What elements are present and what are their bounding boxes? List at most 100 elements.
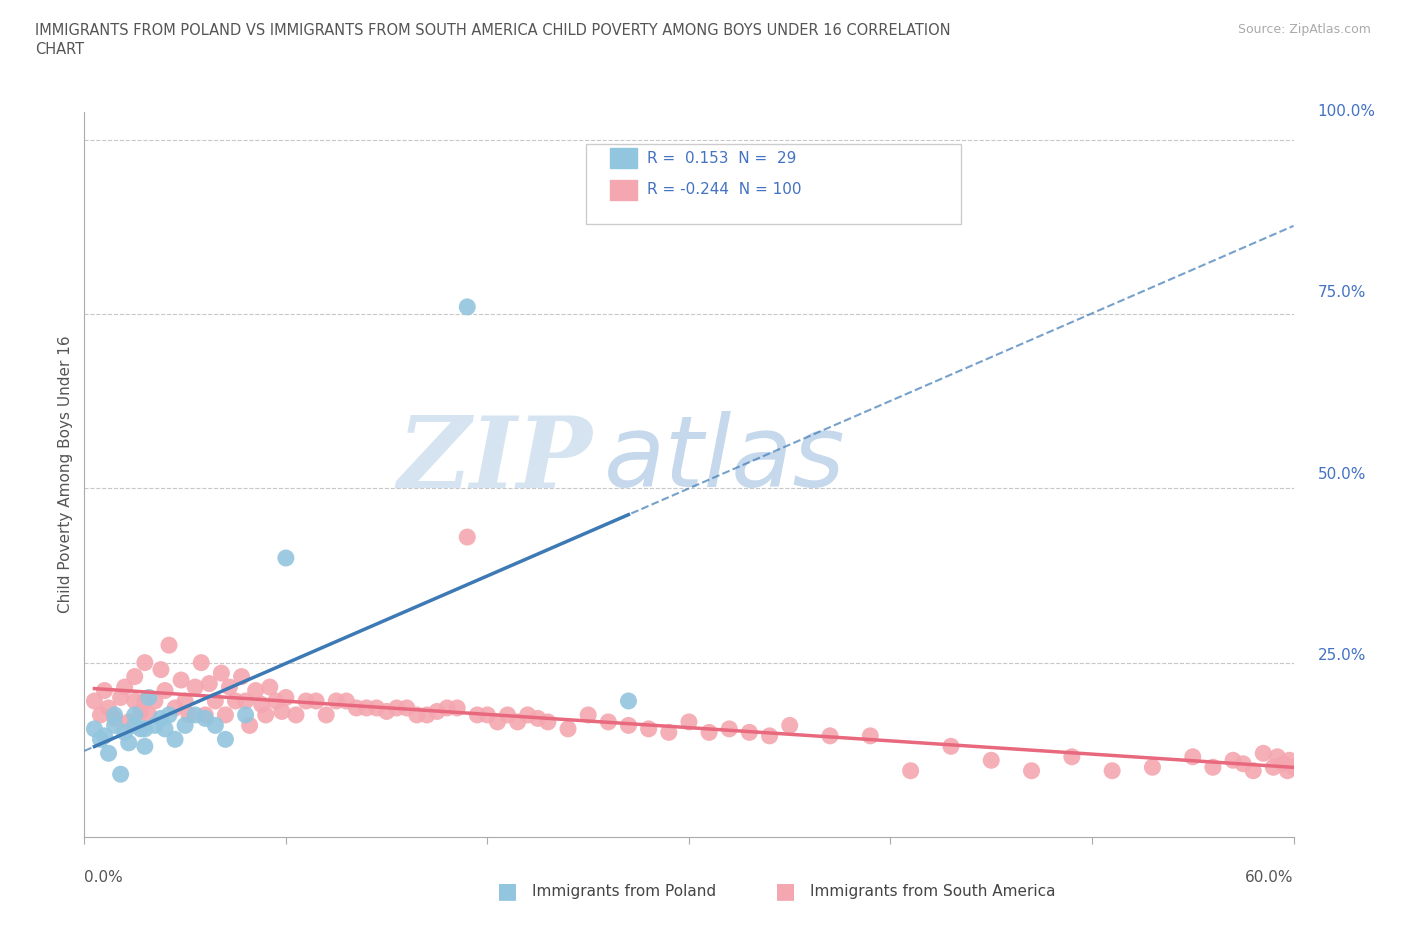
- Point: [114, 725, 136, 740]
- Point: [617, 718, 640, 733]
- Point: [134, 694, 156, 709]
- Point: [315, 708, 337, 723]
- Point: [637, 722, 659, 737]
- Point: [270, 704, 292, 719]
- Text: ■: ■: [775, 882, 796, 901]
- Point: [254, 708, 277, 723]
- Point: [385, 700, 408, 715]
- Point: [174, 694, 197, 709]
- Point: [134, 722, 156, 737]
- Point: [446, 700, 468, 715]
- Point: [366, 700, 388, 715]
- Point: [245, 683, 267, 698]
- Point: [274, 690, 297, 705]
- Point: [114, 680, 136, 695]
- Point: [250, 698, 273, 712]
- Point: [274, 551, 297, 565]
- Text: R =  0.153  N =  29: R = 0.153 N = 29: [647, 151, 796, 166]
- FancyBboxPatch shape: [586, 144, 962, 224]
- Point: [295, 694, 318, 709]
- Point: [356, 700, 378, 715]
- Text: 0.0%: 0.0%: [84, 870, 124, 884]
- Point: [346, 700, 368, 715]
- Point: [194, 708, 217, 723]
- Point: [184, 680, 207, 695]
- Point: [138, 690, 160, 705]
- Text: CHART: CHART: [35, 42, 84, 57]
- Point: [124, 708, 146, 723]
- Point: [818, 728, 841, 743]
- Point: [537, 714, 560, 729]
- Text: ZIP: ZIP: [398, 412, 592, 508]
- Point: [1263, 760, 1285, 775]
- Point: [174, 718, 197, 733]
- Bar: [610, 148, 637, 168]
- Point: [124, 670, 146, 684]
- Point: [89, 708, 111, 723]
- Point: [104, 718, 127, 733]
- Point: [204, 718, 226, 733]
- Text: atlas: atlas: [605, 411, 846, 509]
- Point: [1021, 764, 1043, 778]
- Text: 60.0%: 60.0%: [1246, 870, 1294, 884]
- Point: [456, 530, 478, 545]
- Point: [516, 708, 538, 723]
- Point: [264, 694, 287, 709]
- Point: [456, 299, 478, 314]
- Point: [284, 708, 308, 723]
- Point: [209, 666, 232, 681]
- Point: [134, 738, 156, 753]
- Point: [118, 714, 141, 729]
- Point: [1101, 764, 1123, 778]
- Point: [697, 725, 720, 740]
- Text: ■: ■: [498, 882, 517, 901]
- Point: [1222, 753, 1244, 768]
- Point: [153, 722, 176, 737]
- Point: [436, 700, 458, 715]
- Point: [190, 656, 212, 671]
- Point: [416, 708, 439, 723]
- Point: [598, 714, 620, 729]
- Point: [110, 766, 132, 781]
- Point: [467, 708, 489, 723]
- Text: Immigrants from Poland: Immigrants from Poland: [531, 884, 716, 899]
- Point: [235, 708, 257, 723]
- Point: [153, 683, 176, 698]
- Point: [124, 718, 146, 733]
- Point: [375, 704, 398, 719]
- Point: [305, 694, 328, 709]
- Text: Source: ZipAtlas.com: Source: ZipAtlas.com: [1237, 23, 1371, 36]
- Point: [900, 764, 922, 778]
- Point: [143, 694, 166, 709]
- Point: [426, 704, 449, 719]
- Point: [859, 728, 882, 743]
- Point: [89, 732, 111, 747]
- Point: [170, 672, 193, 687]
- Point: [104, 708, 127, 723]
- Point: [218, 680, 240, 695]
- Point: [198, 676, 221, 691]
- Point: [259, 680, 281, 695]
- Point: [1272, 756, 1295, 771]
- Point: [239, 718, 262, 733]
- Point: [758, 728, 780, 743]
- Y-axis label: Child Poverty Among Boys Under 16: Child Poverty Among Boys Under 16: [58, 336, 73, 613]
- Point: [1278, 753, 1301, 768]
- Point: [165, 700, 187, 715]
- Point: [149, 662, 172, 677]
- Point: [149, 711, 172, 725]
- Point: [97, 700, 120, 715]
- Point: [110, 690, 132, 705]
- Point: [157, 638, 180, 653]
- Point: [1232, 756, 1254, 771]
- Point: [83, 694, 105, 709]
- Point: [980, 753, 1002, 768]
- Text: IMMIGRANTS FROM POLAND VS IMMIGRANTS FROM SOUTH AMERICA CHILD POVERTY AMONG BOYS: IMMIGRANTS FROM POLAND VS IMMIGRANTS FRO…: [35, 23, 950, 38]
- Point: [325, 694, 347, 709]
- Point: [204, 694, 226, 709]
- Point: [1282, 760, 1305, 775]
- Point: [129, 704, 152, 719]
- Point: [486, 714, 509, 729]
- Point: [97, 746, 120, 761]
- Point: [395, 700, 418, 715]
